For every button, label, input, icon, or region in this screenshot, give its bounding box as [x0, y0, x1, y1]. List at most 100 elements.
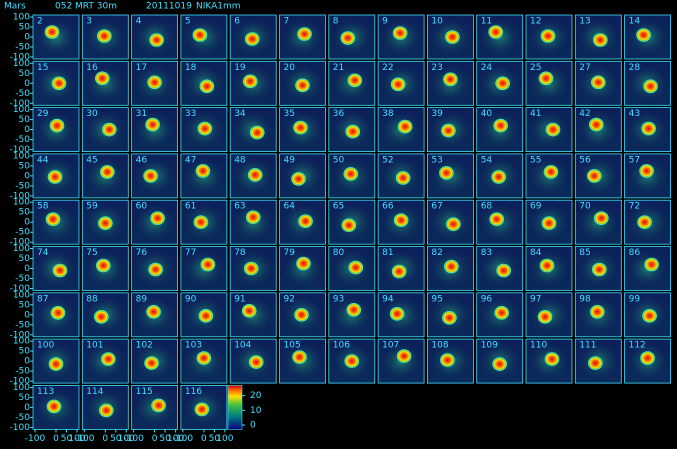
panel-label: 111 — [579, 341, 596, 351]
x-tick-label: 50 — [209, 434, 221, 444]
source-blob — [590, 75, 606, 90]
source-blob — [348, 260, 364, 275]
panel-label: 75 — [86, 248, 97, 258]
source-blob — [587, 356, 603, 370]
panel-label: 98 — [579, 294, 591, 304]
source-blob — [149, 33, 164, 47]
source-blob — [50, 305, 66, 320]
panel-label: 64 — [284, 202, 296, 212]
y-tick-label: -50 — [15, 135, 30, 145]
panel-label: 97 — [530, 294, 541, 304]
panel-label: 43 — [629, 109, 640, 119]
x-tick-label: 100 — [167, 434, 184, 444]
source-blob — [390, 77, 406, 92]
source-blob — [244, 32, 260, 46]
panel-label: 15 — [37, 63, 48, 73]
panel-label: 80 — [333, 248, 345, 258]
source-blob — [395, 171, 411, 185]
panel-label: 72 — [629, 202, 640, 212]
y-tick-label: 0 — [24, 264, 30, 274]
source-blob — [198, 308, 214, 323]
panel-label: 70 — [579, 202, 591, 212]
panel-label: 31 — [136, 109, 147, 119]
panel-label: 103 — [185, 341, 202, 351]
x-tick-label: 0 — [201, 434, 207, 444]
panel-label: 87 — [37, 294, 48, 304]
panel-label: 59 — [86, 202, 98, 212]
panel-label: 6 — [234, 17, 240, 27]
y-tick-label: 100 — [13, 198, 30, 208]
panel-label: 49 — [284, 155, 296, 165]
panel-label: 116 — [185, 387, 202, 397]
source-blob — [102, 122, 117, 137]
y-tick-label: 100 — [13, 337, 30, 347]
y-tick-label: -50 — [15, 43, 30, 53]
source-blob — [98, 216, 113, 230]
source-blob — [194, 402, 210, 417]
source-blob — [397, 119, 413, 134]
panel-label: 34 — [234, 109, 246, 119]
source-blob — [396, 349, 412, 363]
source-blob — [445, 30, 460, 44]
panel-label: 102 — [136, 341, 153, 351]
y-tick-label: 50 — [19, 393, 31, 403]
panel-label: 99 — [629, 294, 641, 304]
source-blob — [247, 168, 263, 182]
source-blob — [538, 71, 554, 86]
panel-label: 7 — [284, 17, 290, 27]
panel-label: 60 — [136, 202, 148, 212]
source-blob — [491, 170, 507, 184]
panel-label: 41 — [530, 109, 541, 119]
panel-label: 12 — [530, 17, 541, 27]
source-blob — [641, 121, 656, 136]
colorbar-label: 0 — [250, 421, 256, 431]
source-blob — [393, 213, 409, 227]
source-blob — [297, 27, 312, 41]
colorbar-label: 20 — [250, 391, 262, 401]
panel-label: 5 — [185, 17, 191, 27]
x-tick-label: 0 — [53, 434, 59, 444]
panel-label: 78 — [234, 248, 246, 258]
panel-label: 74 — [37, 248, 49, 258]
panel-label: 114 — [86, 387, 103, 397]
panel-label: 22 — [382, 63, 393, 73]
scan: 052 MRT 30m — [55, 2, 117, 12]
panel-label: 53 — [431, 155, 442, 165]
source-blob — [101, 352, 116, 366]
y-tick-label: 100 — [13, 244, 30, 254]
panel-label: 93 — [333, 294, 344, 304]
source-blob — [639, 164, 654, 178]
x-tick-label: 100 — [68, 434, 85, 444]
y-tick-label: 0 — [24, 125, 30, 135]
y-tick-label: 0 — [24, 218, 30, 228]
panel-label: 2 — [37, 17, 43, 27]
panel-label: 17 — [136, 63, 147, 73]
source-blob — [593, 211, 609, 225]
source-blob — [440, 353, 455, 367]
y-tick-label: -100 — [10, 330, 31, 340]
source-blob — [195, 164, 211, 178]
source-blob — [643, 79, 658, 94]
y-tick-label: 0 — [24, 357, 30, 367]
y-tick-label: -100 — [10, 99, 31, 109]
panel-label: 86 — [629, 248, 641, 258]
panel-label: 69 — [530, 202, 542, 212]
panel-label: 57 — [629, 155, 640, 165]
source-blob — [96, 258, 111, 273]
panel-label: 115 — [136, 387, 153, 397]
panel-label: 38 — [382, 109, 394, 119]
source-blob — [588, 117, 604, 132]
source-blob — [200, 257, 216, 272]
source-blob — [95, 71, 110, 86]
source-blob — [391, 264, 407, 279]
source-blob — [443, 72, 458, 87]
x-tick-label: 0 — [152, 434, 158, 444]
panel-label: 11 — [481, 17, 492, 27]
source: Mars — [4, 2, 26, 12]
panel-label: 113 — [37, 387, 54, 397]
y-tick-label: -100 — [10, 53, 31, 63]
y-tick-label: 100 — [13, 59, 30, 69]
source-blob — [245, 210, 261, 224]
source-blob — [48, 357, 64, 371]
